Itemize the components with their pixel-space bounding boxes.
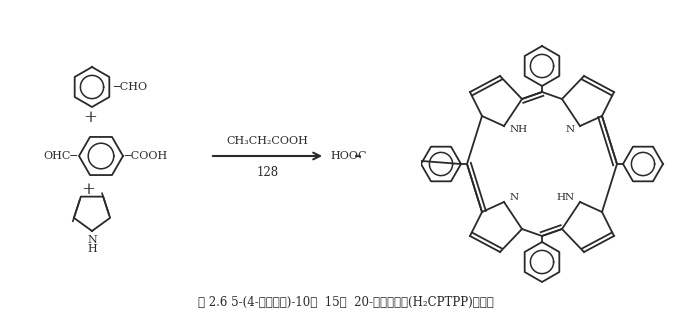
Text: CH₃CH₂COOH: CH₃CH₂COOH [226, 136, 309, 146]
Text: OHC─: OHC─ [44, 151, 78, 161]
Text: N: N [510, 194, 519, 203]
Text: N: N [566, 125, 575, 135]
Text: H: H [87, 244, 97, 254]
Text: HOOC: HOOC [330, 151, 367, 161]
Text: +: + [81, 181, 95, 197]
Text: N: N [87, 235, 97, 245]
Text: 图 2.6 5-(4-罺基苯基)-10，  15，  20-三苯基唶咛(H₂CPTPP)的合成: 图 2.6 5-(4-罺基苯基)-10， 15， 20-三苯基唶咛(H₂CPTP… [198, 296, 494, 309]
Bar [361, 154, 421, 174]
Text: NH: NH [510, 125, 528, 135]
Text: HN: HN [557, 194, 575, 203]
Text: HOOC: HOOC [381, 159, 418, 169]
Text: ─COOH: ─COOH [124, 151, 167, 161]
Text: ─CHO: ─CHO [113, 82, 147, 92]
Text: +: + [83, 109, 97, 127]
Text: 128: 128 [257, 166, 279, 179]
